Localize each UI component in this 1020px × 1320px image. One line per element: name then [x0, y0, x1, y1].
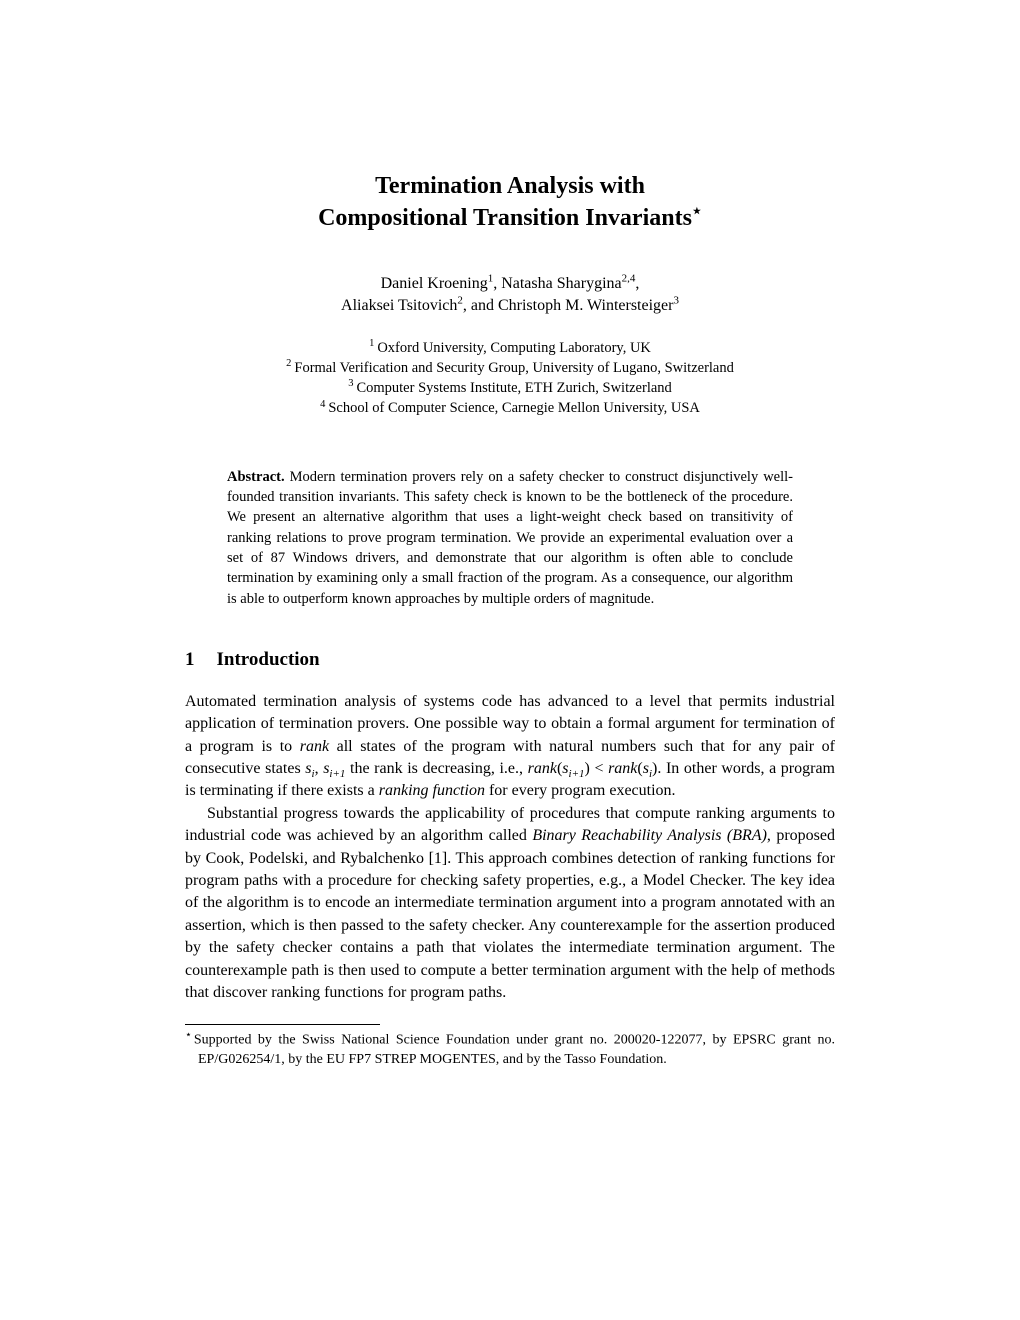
title-line-1: Termination Analysis with	[375, 173, 645, 199]
affiliation: Oxford University, Computing Laboratory,…	[377, 340, 651, 356]
separator: ,	[493, 275, 501, 292]
abstract-label: Abstract.	[227, 469, 285, 485]
emphasis: rank	[300, 738, 329, 755]
affil-num: 4	[320, 399, 325, 410]
footnote-star-icon: ⋆	[185, 1029, 192, 1041]
affiliation: School of Computer Science, Carnegie Mel…	[328, 400, 700, 416]
author-affil-ref: 2,4	[622, 272, 636, 284]
paper-page: Termination Analysis with Compositional …	[0, 0, 1020, 1150]
paragraph: Automated termination analysis of system…	[185, 691, 835, 803]
math-inline: si	[305, 760, 314, 777]
authors-block: Daniel Kroening1, Natasha Sharygina2,4, …	[185, 273, 835, 318]
section-heading: 1 Introduction	[185, 649, 835, 671]
title-star-icon: ⋆	[692, 203, 702, 220]
affil-num: 3	[348, 378, 353, 389]
title-line-2: Compositional Transition Invariants	[318, 205, 692, 231]
section-title: Introduction	[217, 649, 320, 670]
affil-num: 2	[286, 358, 291, 369]
text-run: ,	[315, 760, 324, 777]
abstract-text: Modern termination provers rely on a saf…	[227, 469, 793, 607]
math-inline: rank	[608, 760, 637, 777]
author-name: Daniel Kroening	[381, 275, 488, 292]
emphasis: ranking function	[379, 782, 485, 799]
author-name: Aliaksei Tsitovich	[341, 297, 457, 314]
paragraph: Substantial progress towards the applica…	[185, 803, 835, 1005]
math-inline: rank	[528, 760, 557, 777]
body-text: Automated termination analysis of system…	[185, 691, 835, 1004]
text-run: , proposed by Cook, Podelski, and Rybalc…	[185, 827, 835, 1001]
text-run: the rank is decreasing, i.e.,	[345, 760, 527, 777]
emphasis: Binary Reachability Analysis (BRA)	[532, 827, 767, 844]
footnote: ⋆Supported by the Swiss National Science…	[185, 1028, 835, 1069]
affiliations-block: 1Oxford University, Computing Laboratory…	[185, 338, 835, 419]
math-inline: (si)	[637, 760, 657, 777]
separator: , and	[463, 297, 498, 314]
math-inline: si+1	[323, 760, 345, 777]
author-affil-ref: 3	[673, 295, 679, 307]
author-name: Christoph M. Wintersteiger	[498, 297, 673, 314]
section-number: 1	[185, 649, 195, 671]
separator: ,	[635, 275, 639, 292]
abstract-block: Abstract. Modern termination provers rel…	[227, 467, 793, 609]
author-name: Natasha Sharygina	[501, 275, 621, 292]
paper-title: Termination Analysis with Compositional …	[185, 170, 835, 235]
affiliation: Computer Systems Institute, ETH Zurich, …	[356, 380, 671, 396]
affil-num: 1	[369, 338, 374, 349]
footnote-text: Supported by the Swiss National Science …	[194, 1033, 835, 1067]
footnote-divider	[185, 1024, 380, 1025]
affiliation: Formal Verification and Security Group, …	[294, 360, 733, 376]
text-run: for every program execution.	[485, 782, 676, 799]
math-inline: (si+1) <	[557, 760, 608, 777]
